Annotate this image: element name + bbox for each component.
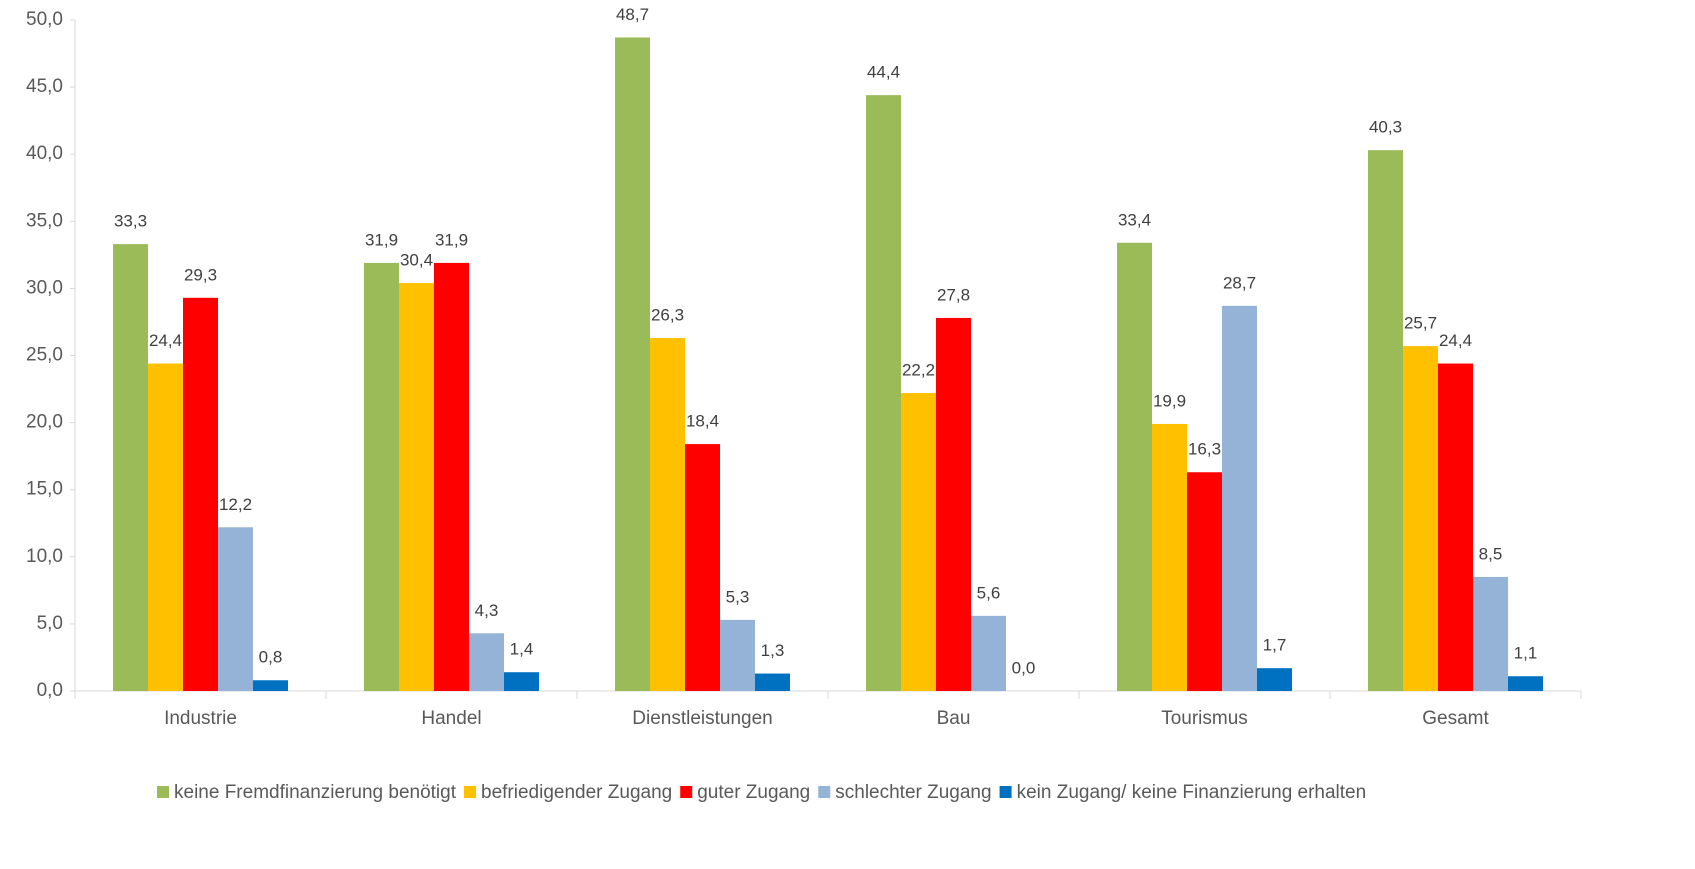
- data-label: 8,5: [1479, 544, 1503, 563]
- y-tick-label: 15,0: [26, 479, 63, 500]
- legend-swatch: [157, 786, 169, 798]
- data-label: 4,3: [475, 601, 499, 620]
- bar: [1152, 423, 1187, 691]
- data-label: 27,8: [937, 285, 970, 304]
- bar: [1403, 346, 1438, 691]
- data-label: 44,4: [867, 63, 900, 82]
- bar: [399, 283, 434, 691]
- data-label: 12,2: [219, 495, 252, 514]
- data-label: 31,9: [365, 230, 398, 249]
- data-label: 22,2: [902, 361, 935, 380]
- y-tick-label: 45,0: [26, 76, 63, 97]
- x-tick-label: Dienstleistungen: [632, 708, 772, 729]
- data-label: 1,4: [510, 640, 534, 659]
- data-label: 1,7: [1263, 636, 1287, 655]
- x-tick-label: Industrie: [164, 708, 237, 729]
- bar: [1438, 363, 1473, 691]
- bar: [901, 393, 936, 691]
- bar: [183, 297, 218, 691]
- y-tick-label: 0,0: [37, 680, 63, 701]
- data-label: 0,0: [1012, 658, 1036, 677]
- bar: [148, 363, 183, 691]
- data-label: 24,4: [1439, 331, 1472, 350]
- bar: [615, 37, 650, 692]
- data-label: 1,3: [761, 641, 785, 660]
- legend-swatch: [818, 786, 831, 798]
- bar: [685, 444, 720, 691]
- bar: [364, 262, 399, 691]
- y-tick-label: 25,0: [26, 345, 63, 366]
- x-tick-label: Gesamt: [1422, 708, 1489, 729]
- y-tick-label: 10,0: [26, 546, 63, 567]
- bar: [1368, 150, 1403, 691]
- data-label: 1,1: [1514, 644, 1538, 663]
- data-label: 16,3: [1188, 440, 1221, 459]
- data-label: 33,4: [1118, 210, 1151, 229]
- legend-label: keine Fremdfinanzierung benötigt: [174, 782, 457, 803]
- bar: [253, 680, 288, 691]
- data-label: 19,9: [1153, 391, 1186, 410]
- data-label: 0,8: [259, 648, 283, 667]
- legend-swatch: [999, 786, 1012, 798]
- x-tick-label: Bau: [937, 708, 971, 729]
- legend-swatch: [464, 786, 477, 798]
- data-label: 31,9: [435, 230, 468, 249]
- bar: [1473, 576, 1508, 691]
- y-tick-label: 5,0: [37, 613, 63, 634]
- data-label: 29,3: [184, 265, 217, 284]
- data-label: 28,7: [1223, 273, 1256, 292]
- legend-swatch: [680, 786, 693, 798]
- x-tick-label: Handel: [421, 708, 481, 729]
- data-label: 33,3: [114, 212, 147, 231]
- bar: [1187, 472, 1222, 691]
- bar: [1257, 668, 1292, 691]
- bar: [1222, 305, 1257, 691]
- data-label: 24,4: [149, 331, 182, 350]
- x-tick-label: Tourismus: [1161, 708, 1248, 729]
- legend-label: guter Zugang: [697, 782, 810, 803]
- data-label: 40,3: [1369, 118, 1402, 137]
- y-tick-label: 30,0: [26, 277, 63, 298]
- bar: [755, 673, 790, 691]
- bar: [1117, 242, 1152, 691]
- bar: [469, 633, 504, 691]
- legend-label: befriedigender Zugang: [481, 782, 672, 803]
- bar: [218, 527, 253, 691]
- bar: [1508, 676, 1543, 691]
- bar: [504, 672, 539, 691]
- data-label: 5,6: [977, 583, 1001, 602]
- bar: [971, 615, 1006, 691]
- data-label: 25,7: [1404, 314, 1437, 333]
- legend-label: schlechter Zugang: [835, 782, 991, 803]
- data-label: 18,4: [686, 412, 719, 431]
- data-label: 5,3: [726, 587, 750, 606]
- bar: [650, 338, 685, 691]
- y-tick-label: 40,0: [26, 143, 63, 164]
- y-tick-label: 50,0: [26, 9, 63, 30]
- data-label: 26,3: [651, 306, 684, 325]
- data-label: 30,4: [400, 251, 433, 270]
- bar: [434, 262, 469, 691]
- legend-label: kein Zugang/ keine Finanzierung erhalten: [1017, 782, 1367, 803]
- bar: [720, 619, 755, 691]
- y-tick-label: 35,0: [26, 210, 63, 231]
- bar: [936, 317, 971, 691]
- data-label: 48,7: [616, 5, 649, 24]
- bar: [113, 244, 148, 691]
- y-tick-label: 20,0: [26, 412, 63, 433]
- bar: [866, 95, 901, 692]
